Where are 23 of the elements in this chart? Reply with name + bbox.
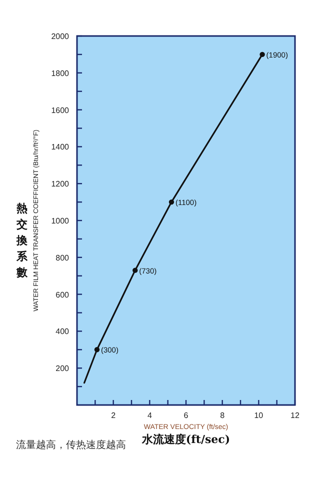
x-tick-label: 12 <box>290 411 300 420</box>
text: 熱交換系數 <box>16 202 28 279</box>
y-tick-label: 800 <box>56 253 70 262</box>
y-tick-label: 1400 <box>51 142 70 152</box>
point <box>260 52 265 58</box>
point <box>168 199 174 205</box>
y-tick-label: 2000 <box>51 32 70 41</box>
x-tick-label: 6 <box>184 411 189 420</box>
x-tick-label: 2 <box>111 411 116 420</box>
text: 水流速度(ft/sec) <box>140 433 230 446</box>
x-tick-label: 8 <box>220 411 226 420</box>
y-tick-label: 1000 <box>51 216 70 226</box>
y-tick-label: 400 <box>56 327 70 336</box>
y-tick-label: 1600 <box>51 106 70 115</box>
x-tick-label: 4 <box>147 411 152 420</box>
x-tick-label: 10 <box>254 411 264 420</box>
y-tick-label: 1200 <box>51 180 70 189</box>
y-tick-label: 200 <box>56 364 70 374</box>
y-tick-label: 600 <box>56 290 70 300</box>
point <box>132 268 138 273</box>
point <box>94 347 100 352</box>
text: 流量越高，传热速度越高 <box>16 439 126 451</box>
y-tick-label: 1800 <box>51 68 70 78</box>
